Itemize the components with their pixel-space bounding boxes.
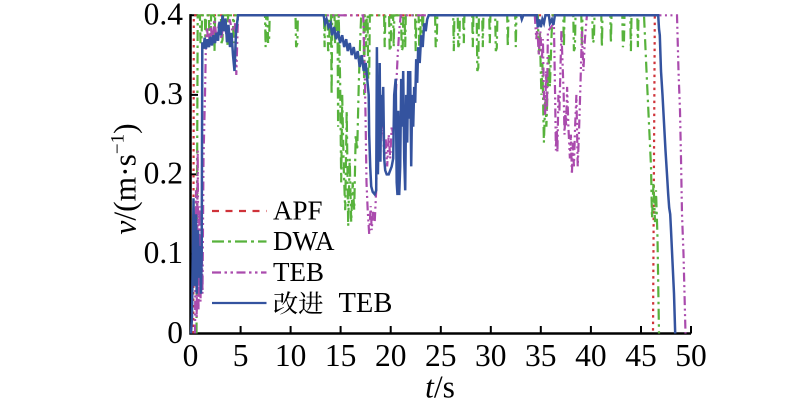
svg-text:0: 0: [167, 315, 183, 350]
svg-text:50: 50: [675, 338, 707, 373]
svg-text:DWA: DWA: [273, 226, 335, 256]
svg-text:0.3: 0.3: [144, 76, 183, 111]
svg-text:APF: APF: [273, 196, 323, 226]
svg-text:40: 40: [575, 338, 607, 373]
svg-text:35: 35: [525, 338, 557, 373]
svg-text:TEB: TEB: [339, 288, 393, 319]
svg-text:15: 15: [325, 338, 357, 373]
svg-text:0.4: 0.4: [144, 0, 184, 32]
svg-text:TEB: TEB: [273, 257, 324, 287]
svg-text:10: 10: [275, 338, 307, 373]
svg-text:t/s: t/s: [425, 370, 455, 404]
svg-text:0.1: 0.1: [144, 235, 183, 270]
svg-text:25: 25: [425, 338, 457, 373]
svg-text:45: 45: [625, 338, 657, 373]
svg-text:0.2: 0.2: [144, 156, 183, 191]
svg-text:20: 20: [375, 338, 407, 373]
svg-text:30: 30: [475, 338, 507, 373]
svg-text:5: 5: [233, 338, 249, 373]
svg-text:0: 0: [183, 338, 199, 373]
